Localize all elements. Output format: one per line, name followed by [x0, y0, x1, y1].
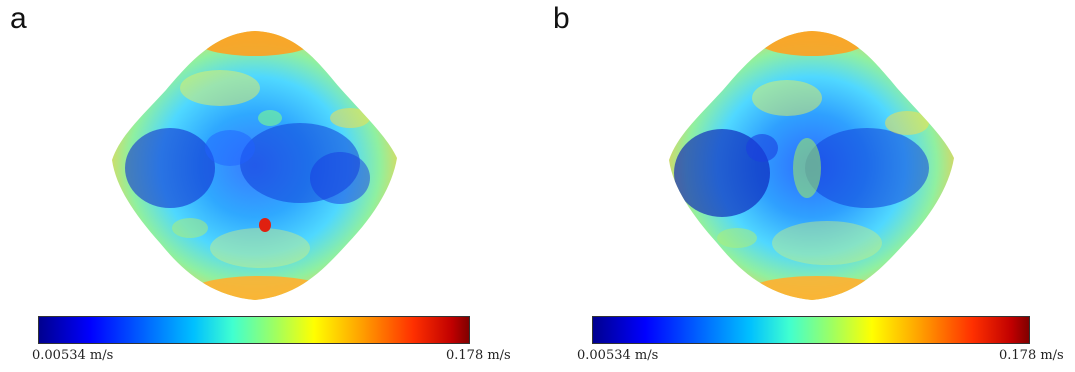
colorbar-min-label: 0.00534 m/s [32, 348, 114, 363]
panel-a: a [0, 0, 537, 372]
colorbar [592, 316, 1030, 344]
colorbar [38, 316, 470, 344]
panel-label: b [553, 2, 570, 35]
asteroid-speed-map [112, 31, 397, 300]
panel-b: b 0.00534 m/ [537, 0, 1075, 372]
panel-label: a [10, 2, 27, 35]
colorbar-min-label: 0.00534 m/s [577, 348, 659, 363]
colorbar-max-label: 0.178 m/s [999, 348, 1064, 363]
asteroid-speed-map [669, 31, 954, 300]
colorbar-max-label: 0.178 m/s [446, 348, 511, 363]
